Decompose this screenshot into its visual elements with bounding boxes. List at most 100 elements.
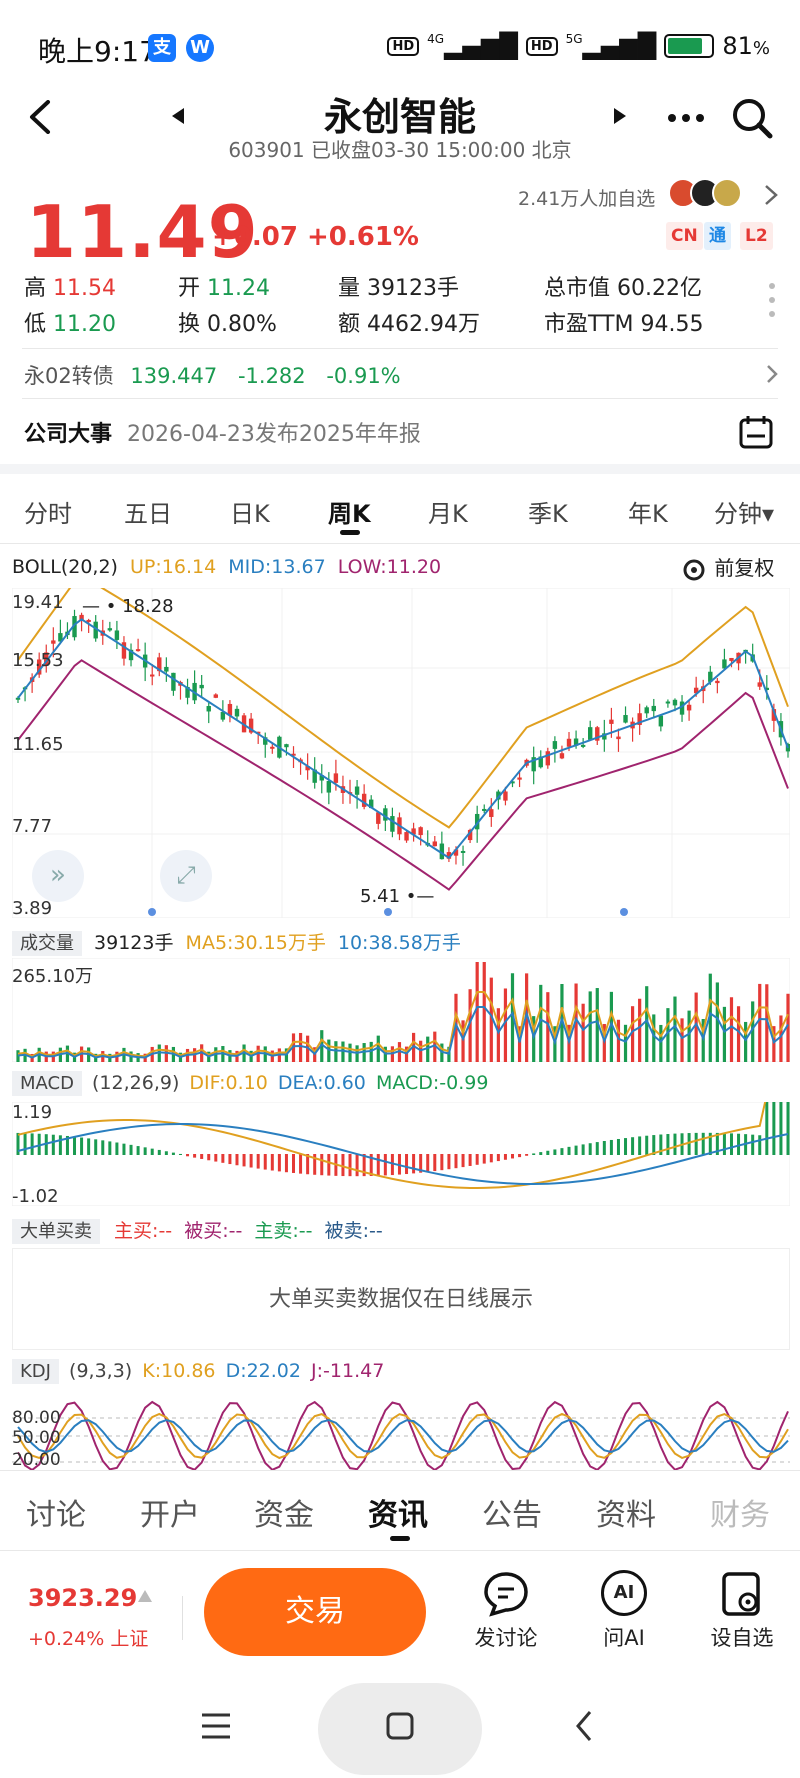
- candle-body: [312, 769, 317, 783]
- bigorder-legend[interactable]: 大单买卖 主买:-- 被买:-- 主卖:-- 被卖:--: [12, 1216, 383, 1244]
- candle-body: [729, 657, 734, 661]
- watchers-count[interactable]: 2.41万人加自选: [518, 188, 656, 210]
- event-dot[interactable]: [620, 908, 628, 916]
- macd-bar: [631, 1137, 635, 1155]
- menu-icon[interactable]: [200, 1712, 232, 1740]
- macd-bar: [207, 1154, 211, 1161]
- macd-bar: [687, 1133, 691, 1155]
- volume-bar: [609, 991, 613, 1062]
- back-nav-icon[interactable]: [574, 1710, 594, 1742]
- tab-funds[interactable]: 资金: [254, 1498, 314, 1533]
- volume-bar: [517, 1026, 522, 1062]
- macd-bar: [101, 1140, 105, 1155]
- candle-body: [15, 697, 21, 700]
- tab-discuss[interactable]: 讨论: [26, 1498, 86, 1533]
- volume-chart[interactable]: [12, 958, 790, 1062]
- macd-bar: [193, 1154, 197, 1158]
- macd-bar: [765, 1102, 769, 1155]
- trade-button[interactable]: 交易: [204, 1568, 426, 1656]
- macd-chart[interactable]: [12, 1102, 790, 1206]
- candle-body: [404, 832, 409, 841]
- volume-bar: [16, 1050, 20, 1062]
- volume-bar: [475, 962, 479, 1062]
- ask-ai-button[interactable]: AI 问AI: [574, 1570, 674, 1652]
- signal-4g-icon: 4G▂▄▆█: [427, 32, 518, 60]
- candle-body: [757, 682, 762, 687]
- candle-body: [383, 808, 388, 821]
- chevron-right-icon[interactable]: [766, 364, 778, 384]
- kdj-legend[interactable]: KDJ (9,3,3) K:10.86 D:22.02 J:-11.47: [12, 1359, 384, 1384]
- index-value[interactable]: 3923.29: [28, 1584, 138, 1612]
- next-stock-icon[interactable]: [612, 108, 626, 124]
- macd-bar: [461, 1154, 465, 1168]
- event-dot[interactable]: [384, 908, 392, 916]
- candle-body: [107, 628, 113, 631]
- home-icon[interactable]: [386, 1712, 414, 1740]
- tab-zhouk[interactable]: 周K: [328, 500, 371, 528]
- tab-rik[interactable]: 日K: [230, 500, 270, 528]
- prev-stock-icon[interactable]: [172, 108, 186, 124]
- macd-bar: [376, 1154, 380, 1176]
- boll-legend[interactable]: BOLL(20,2) UP:16.14 MID:13.67 LOW:11.20: [12, 556, 442, 578]
- page-title: 永创智能: [323, 95, 476, 139]
- chevron-right-icon[interactable]: [764, 184, 778, 206]
- candle-body: [637, 713, 642, 725]
- tab-jik[interactable]: 季K: [528, 500, 568, 528]
- candle-body: [171, 672, 176, 691]
- expand-panel-icon[interactable]: »: [32, 850, 84, 902]
- alipay-icon: 支: [148, 34, 176, 62]
- tab-news[interactable]: 资讯: [368, 1498, 428, 1533]
- macd-bar: [37, 1133, 41, 1155]
- macd-bar: [454, 1154, 458, 1169]
- macd-bar: [383, 1154, 387, 1176]
- volume-bar: [341, 1041, 345, 1062]
- kdj-tick: 20.00: [12, 1450, 61, 1470]
- volume-bar: [560, 984, 564, 1062]
- back-arrow-icon[interactable]: [26, 100, 56, 134]
- volume-bar: [489, 977, 493, 1062]
- macd-bar: [772, 1102, 776, 1155]
- macd-legend[interactable]: MACD (12,26,9) DIF:0.10 DEA:0.60 MACD:-0…: [12, 1071, 488, 1096]
- post-discussion-button[interactable]: 发讨论: [456, 1570, 556, 1652]
- tab-account[interactable]: 开户: [140, 1498, 200, 1533]
- macd-bar: [178, 1153, 182, 1155]
- vertical-more-icon[interactable]: [768, 282, 776, 318]
- candle-body: [432, 841, 437, 847]
- macd-bar: [560, 1148, 564, 1155]
- tab-announcements[interactable]: 公告: [482, 1498, 542, 1533]
- tab-niank[interactable]: 年K: [628, 500, 668, 528]
- tab-profile[interactable]: 资料: [596, 1498, 656, 1533]
- tag-cn[interactable]: CN: [666, 222, 703, 250]
- more-icon[interactable]: [666, 112, 706, 124]
- fullscreen-icon[interactable]: ⤢: [160, 850, 212, 902]
- stat-turnover: 换 0.80%: [178, 312, 277, 337]
- tab-indicator: [340, 530, 360, 535]
- company-event[interactable]: 公司大事 2026-04-23发布2025年年报: [24, 422, 421, 447]
- macd-bar: [115, 1142, 119, 1155]
- add-watchlist-button[interactable]: 设自选: [692, 1570, 792, 1652]
- tab-finance[interactable]: 财务: [710, 1498, 770, 1533]
- event-dot[interactable]: [148, 908, 156, 916]
- macd-bar: [320, 1154, 324, 1176]
- bond-row[interactable]: 永02转债 139.447 -1.282 -0.91%: [24, 364, 401, 388]
- macd-bar: [779, 1102, 783, 1155]
- tag-l2[interactable]: L2: [740, 222, 773, 250]
- kline-chart[interactable]: [12, 588, 790, 918]
- calendar-icon[interactable]: [738, 414, 774, 450]
- tab-yuek[interactable]: 月K: [428, 500, 468, 528]
- tab-minute[interactable]: 分钟▾: [714, 500, 775, 528]
- tag-tong[interactable]: 通: [704, 222, 731, 250]
- volume-bar: [525, 973, 529, 1062]
- watchlist-settings-icon: [722, 1572, 760, 1616]
- tab-wuri[interactable]: 五日: [124, 500, 172, 528]
- divider: [0, 543, 800, 544]
- home-button-pill[interactable]: [318, 1683, 482, 1775]
- tab-fenshi[interactable]: 分时: [24, 500, 72, 528]
- volume-bar: [751, 1001, 755, 1062]
- adjust-toggle[interactable]: 前复权: [680, 552, 774, 584]
- volume-legend[interactable]: 成交量 39123手 MA5:30.15万手 10:38.58万手: [12, 928, 461, 956]
- kdj-chart[interactable]: [12, 1392, 790, 1470]
- volume-bar: [666, 1008, 670, 1062]
- divider: [182, 1596, 183, 1640]
- search-icon[interactable]: [730, 96, 774, 140]
